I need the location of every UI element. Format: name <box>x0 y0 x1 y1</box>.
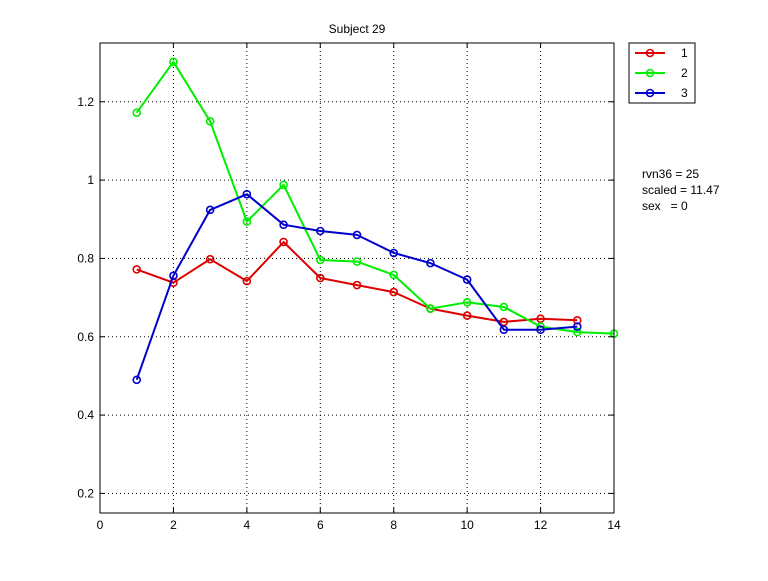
data-point <box>242 189 252 199</box>
data-point <box>205 205 215 215</box>
annotation-line: sex = 0 <box>642 199 688 213</box>
y-tick-label: 1.2 <box>77 95 94 109</box>
legend-label: 3 <box>681 86 688 100</box>
data-point <box>132 265 142 274</box>
data-point <box>499 317 509 327</box>
data-point <box>499 325 509 335</box>
data-point <box>352 257 362 266</box>
legend-item: 1 <box>635 46 688 60</box>
data-point <box>205 117 215 126</box>
legend-label: 2 <box>681 66 688 80</box>
chart-title: Subject 29 <box>329 22 386 36</box>
data-point <box>169 57 178 67</box>
data-point <box>242 217 252 226</box>
data-point <box>132 108 142 118</box>
data-point <box>279 180 288 190</box>
data-point <box>352 280 362 290</box>
legend-marker <box>645 48 655 58</box>
data-point <box>352 230 362 240</box>
legend-item: 2 <box>635 66 688 80</box>
data-point <box>389 270 399 280</box>
data-point <box>279 220 288 230</box>
axes-box <box>99 42 615 514</box>
legend: 1 2 3 <box>628 42 696 104</box>
x-tick-label: 12 <box>534 518 548 532</box>
data-point <box>205 254 215 264</box>
x-tick-label: 2 <box>170 518 177 532</box>
data-point <box>462 297 472 307</box>
data-point <box>462 311 472 320</box>
y-tick-label: 0.6 <box>77 330 94 344</box>
legend-marker <box>645 88 655 98</box>
x-tick-label: 10 <box>460 518 474 532</box>
series-line <box>136 241 578 323</box>
y-tick-label: 0.8 <box>77 251 94 265</box>
ticks: 0 2 4 6 8 10 12 14 0.2 0.4 0.6 0.8 1 1.2 <box>77 43 621 532</box>
data-point <box>315 226 325 236</box>
y-tick-label: 0.2 <box>77 486 94 500</box>
data-point <box>572 327 582 337</box>
data-point <box>242 276 252 286</box>
x-tick-label: 14 <box>607 518 621 532</box>
data-point <box>499 302 509 312</box>
x-tick-label: 4 <box>244 518 251 532</box>
data-point <box>315 255 325 265</box>
annotation-line: scaled = 11.47 <box>642 183 720 197</box>
x-tick-label: 6 <box>317 518 324 532</box>
data-point <box>132 375 142 385</box>
x-tick-label: 8 <box>390 518 397 532</box>
data-point <box>315 273 325 283</box>
data-point <box>536 325 545 335</box>
series-line <box>135 60 615 335</box>
data-point <box>426 304 435 313</box>
series-line <box>135 193 578 381</box>
data-point <box>389 248 399 258</box>
series-3 <box>132 189 582 385</box>
legend-marker <box>645 68 655 78</box>
data-point <box>169 271 178 280</box>
data-point <box>536 314 545 324</box>
data-point <box>426 258 435 268</box>
data-point <box>462 275 472 284</box>
series-group <box>132 57 619 385</box>
y-tick-label: 0.4 <box>77 408 94 422</box>
data-point <box>389 287 399 297</box>
data-point <box>572 322 582 331</box>
series-1 <box>132 237 582 327</box>
legend-label: 1 <box>681 46 688 60</box>
data-point <box>279 237 288 247</box>
legend-item: 3 <box>635 86 688 100</box>
annotation-line: rvn36 = 25 <box>642 167 700 181</box>
x-tick-label: 0 <box>97 518 104 532</box>
y-tick-label: 1 <box>87 173 94 187</box>
